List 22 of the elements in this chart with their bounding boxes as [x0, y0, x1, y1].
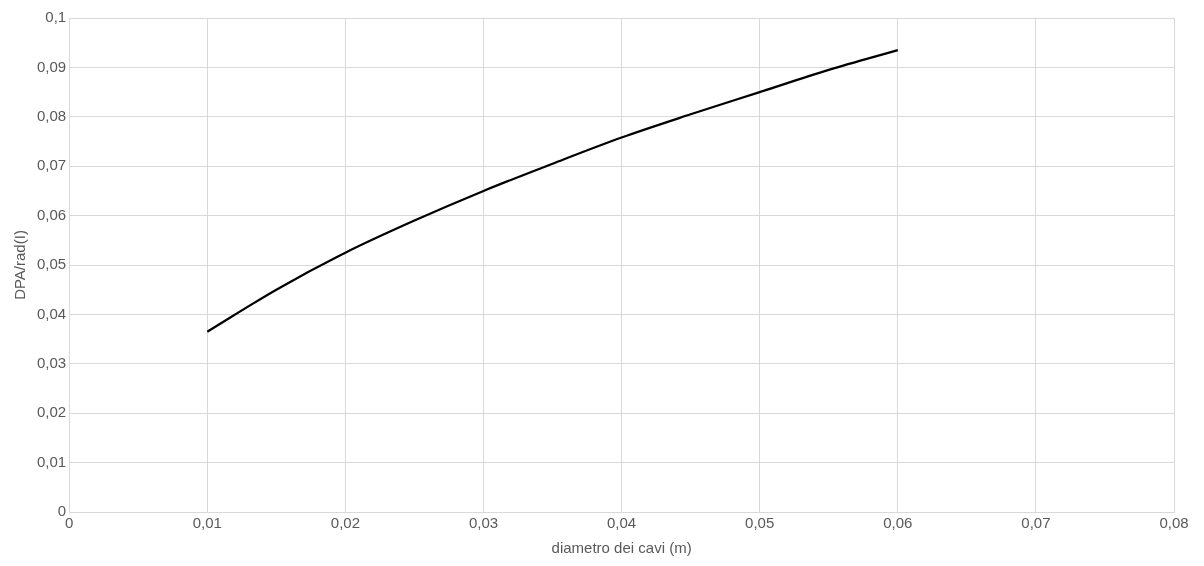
x-tick-label: 0,06 [883, 514, 913, 532]
x-axis-title: diametro dei cavi (m) [551, 539, 692, 557]
y-tick-label: 0,06 [36, 205, 67, 223]
line-series [206, 49, 899, 333]
y-tick-label: 0,04 [36, 304, 67, 322]
y-tick-label: 0,05 [36, 255, 67, 273]
x-tick-label: 0,05 [745, 514, 775, 532]
y-tick-label: 0,01 [36, 452, 67, 470]
y-tick-label: 0,1 [45, 8, 67, 26]
x-tick-label: 0,02 [330, 514, 360, 532]
x-tick-label: 0,01 [192, 514, 222, 532]
y-tick-label: 0 [57, 502, 67, 520]
x-tick-label: 0,04 [607, 514, 637, 532]
y-tick-label: 0,09 [36, 57, 67, 75]
y-axis-title: DPA/rad(I) [11, 230, 29, 300]
y-tick-label: 0,07 [36, 156, 67, 174]
y-tick-label: 0,02 [36, 403, 67, 421]
x-tick-label: 0,03 [468, 514, 499, 532]
x-tick-label: 0,07 [1021, 514, 1051, 532]
x-tick-label: 0,08 [1159, 514, 1189, 532]
y-tick-label: 0,08 [36, 106, 67, 124]
y-tick-label: 0,03 [36, 353, 67, 371]
